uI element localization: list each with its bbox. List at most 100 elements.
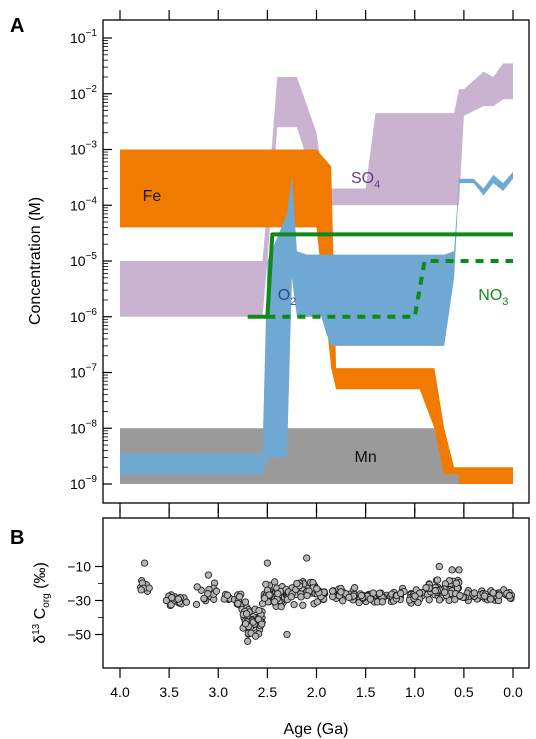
- x-tick-label: 2.5: [258, 684, 278, 700]
- scatter-point: [303, 554, 311, 562]
- scatter-point: [313, 598, 321, 606]
- scatter-point: [241, 620, 250, 628]
- panel-b: −10 −30 −50 4.0 3.5 3.0 2.5 2.0 1.5 1.0 0.5 0.0 δ13…: [31, 508, 530, 738]
- scatter-point: [271, 578, 279, 586]
- panel-b-points: [137, 554, 516, 645]
- y-tick-label-b: −30: [67, 593, 91, 609]
- scatter-point: [260, 594, 269, 602]
- scatter-point: [435, 596, 444, 604]
- scatter-point: [262, 580, 270, 588]
- x-tick-label: 1.5: [356, 684, 376, 700]
- x-tick-label: 1.0: [405, 684, 425, 700]
- x-tick-label: 0.0: [503, 684, 523, 700]
- panel-a-lines: [247, 232, 513, 319]
- scatter-point: [235, 593, 244, 601]
- scatter-point: [299, 601, 307, 609]
- scatter-point: [470, 589, 479, 597]
- series-label-no3: NO3: [478, 287, 508, 308]
- scatter-point: [345, 593, 353, 602]
- scatter-point: [455, 566, 463, 574]
- scatter-point: [435, 562, 443, 571]
- scatter-point: [174, 595, 182, 603]
- panel-label-a: A: [10, 15, 24, 37]
- scatter-point: [375, 589, 384, 597]
- scatter-point: [297, 593, 305, 601]
- scatter-point: [200, 594, 208, 603]
- x-tick-label: 3.0: [209, 684, 229, 700]
- scatter-point: [369, 589, 377, 597]
- panel-b-ylabel: δ13 Corg (‰): [31, 562, 52, 644]
- scatter-point: [456, 591, 464, 600]
- scatter-point: [271, 598, 279, 606]
- scatter-point: [287, 593, 295, 601]
- scatter-point: [505, 592, 513, 600]
- x-tick-label: 3.5: [159, 684, 179, 700]
- scatter-point: [274, 590, 282, 598]
- scatter-point: [396, 589, 405, 598]
- scatter-point: [422, 584, 430, 592]
- scatter-point: [495, 591, 503, 599]
- scatter-point: [411, 592, 419, 600]
- scatter-point: [255, 606, 263, 615]
- y-tick-label-a: 10−2: [70, 84, 97, 102]
- line-n2: [247, 232, 513, 319]
- scatter-point: [303, 591, 311, 600]
- scatter-point: [192, 600, 201, 609]
- scatter-point: [244, 637, 252, 645]
- scatter-point: [489, 589, 497, 597]
- scatter-point: [378, 598, 387, 606]
- scatter-point: [137, 586, 145, 594]
- scatter-point: [204, 571, 213, 579]
- series-label-mn: Mn: [355, 449, 377, 466]
- scatter-point: [182, 598, 191, 606]
- scatter-point: [258, 620, 266, 628]
- scatter-point: [241, 598, 250, 606]
- y-tick-label-a: 10−6: [70, 307, 97, 325]
- scatter-point: [223, 591, 232, 599]
- band-so4: [120, 63, 513, 317]
- y-tick-label-b: −50: [67, 627, 91, 643]
- panel-b-ticks: −10 −30 −50 4.0 3.5 3.0 2.5 2.0 1.5 1.0 0.5 0.0: [67, 508, 523, 700]
- scatter-point: [293, 579, 301, 588]
- scatter-point: [339, 597, 347, 605]
- y-tick-label-a: 10−8: [70, 418, 97, 436]
- scatter-point: [283, 630, 291, 639]
- scatter-point: [251, 632, 260, 640]
- y-tick-label-a: 10−7: [70, 363, 97, 381]
- band-o2: [120, 171, 513, 475]
- scatter-point: [313, 585, 321, 593]
- scatter-point: [440, 588, 449, 596]
- series-label-fe: Fe: [143, 188, 162, 205]
- scatter-point: [243, 610, 251, 618]
- x-axis-label: Age (Ga): [284, 721, 349, 738]
- scatter-point: [140, 559, 149, 567]
- scatter-point: [480, 592, 489, 600]
- scatter-point: [193, 583, 201, 591]
- scatter-point: [350, 584, 359, 592]
- scatter-point: [204, 590, 212, 598]
- y-tick-label-a: 10−3: [70, 140, 97, 158]
- scatter-point: [234, 599, 242, 608]
- scatter-point: [366, 595, 374, 603]
- scatter-point: [425, 596, 433, 604]
- scatter-point: [168, 593, 176, 602]
- x-tick-label: 2.0: [307, 684, 327, 700]
- scatter-point: [357, 591, 366, 600]
- scatter-point: [277, 603, 285, 611]
- x-tick-label: 0.5: [454, 684, 474, 700]
- scatter-point: [452, 579, 460, 587]
- y-tick-label-a: 10−9: [70, 474, 97, 492]
- scatter-point: [263, 559, 272, 567]
- scatter-point: [448, 566, 456, 574]
- x-tick-label: 4.0: [110, 684, 130, 700]
- y-tick-label-b: −10: [67, 559, 91, 575]
- y-tick-label-a: 10−4: [70, 195, 97, 213]
- scatter-point: [290, 600, 298, 609]
- scatter-point: [145, 584, 153, 592]
- scatter-point: [212, 587, 221, 595]
- y-tick-label-a: 10−1: [70, 28, 97, 46]
- panel-a-bands: [120, 63, 513, 484]
- panel-label-b: B: [10, 527, 24, 549]
